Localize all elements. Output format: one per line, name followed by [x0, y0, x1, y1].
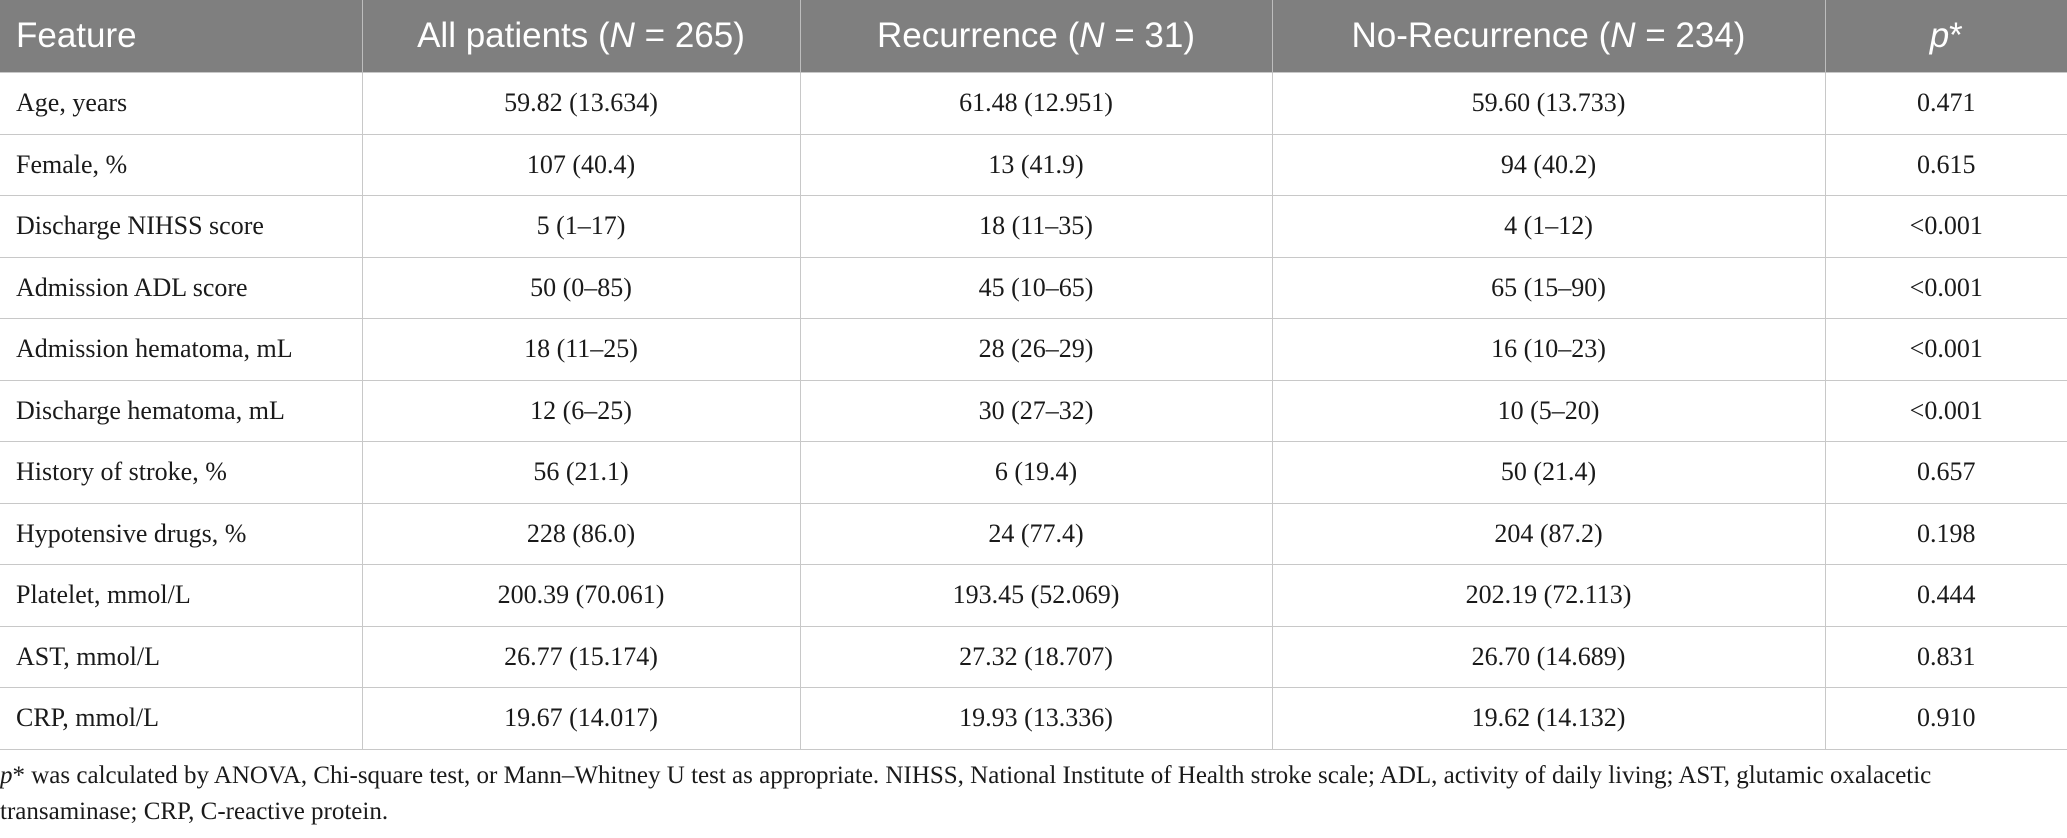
table-body: Age, years 59.82 (13.634) 61.48 (12.951) 59… — [0, 72, 2067, 750]
cell-no-recurrence: 59.60 (13.733) — [1271, 72, 1826, 135]
cell-feature: Female, % — [0, 133, 363, 196]
cell-no-recurrence: 94 (40.2) — [1271, 133, 1826, 196]
cell-all-patients: 5 (1–17) — [361, 195, 801, 258]
cell-all-patients: 107 (40.4) — [361, 133, 801, 196]
cell-recurrence: 61.48 (12.951) — [799, 72, 1273, 135]
cell-feature: Platelet, mmol/L — [0, 564, 363, 627]
cell-p-value: 0.471 — [1824, 72, 2067, 135]
cell-recurrence: 13 (41.9) — [799, 133, 1273, 196]
table-row: History of stroke, % 56 (21.1) 6 (19.4) 50 … — [0, 441, 2067, 504]
cell-all-patients: 18 (11–25) — [361, 318, 801, 381]
header-feature: Feature — [0, 0, 363, 73]
header-rec-suffix: = 31) — [1104, 16, 1196, 55]
header-norec-prefix: No-Recurrence ( — [1351, 16, 1611, 55]
cell-recurrence: 24 (77.4) — [799, 502, 1273, 565]
data-table: Feature All patients (N = 265) Recurrenc… — [0, 0, 2067, 750]
cell-p-value: 0.831 — [1824, 625, 2067, 688]
cell-feature: Hypotensive drugs, % — [0, 502, 363, 565]
table-row: Female, % 107 (40.4) 13 (41.9) 94 (40.2) 0.6… — [0, 133, 2067, 196]
cell-feature: History of stroke, % — [0, 441, 363, 504]
cell-all-patients: 56 (21.1) — [361, 441, 801, 504]
cell-all-patients: 59.82 (13.634) — [361, 72, 801, 135]
cell-recurrence: 19.93 (13.336) — [799, 687, 1273, 750]
cell-no-recurrence: 50 (21.4) — [1271, 441, 1826, 504]
cell-no-recurrence: 26.70 (14.689) — [1271, 625, 1826, 688]
cell-recurrence: 27.32 (18.707) — [799, 625, 1273, 688]
cell-p-value: 0.198 — [1824, 502, 2067, 565]
cell-feature: Admission ADL score — [0, 256, 363, 319]
cell-recurrence: 6 (19.4) — [799, 441, 1273, 504]
footnote-p-letter: p — [0, 761, 13, 789]
table-row: CRP, mmol/L 19.67 (14.017) 19.93 (13.336) 1… — [0, 687, 2067, 750]
header-all-prefix: All patients ( — [417, 16, 610, 55]
header-norec-n: N — [1610, 16, 1636, 55]
cell-p-value: 0.657 — [1824, 441, 2067, 504]
cell-recurrence: 30 (27–32) — [799, 379, 1273, 442]
cell-recurrence: 18 (11–35) — [799, 195, 1273, 258]
cell-p-value: <0.001 — [1824, 379, 2067, 442]
cell-all-patients: 228 (86.0) — [361, 502, 801, 565]
cell-no-recurrence: 4 (1–12) — [1271, 195, 1826, 258]
header-row: Feature All patients (N = 265) Recurrenc… — [0, 0, 2067, 73]
header-p-value: p* — [1824, 0, 2067, 73]
cell-all-patients: 12 (6–25) — [361, 379, 801, 442]
table-row: Admission hematoma, mL 18 (11–25) 28 (26–2… — [0, 318, 2067, 381]
header-p-letter: p — [1929, 16, 1950, 55]
header-rec-prefix: Recurrence ( — [876, 16, 1080, 55]
cell-feature: AST, mmol/L — [0, 625, 363, 688]
header-all-patients: All patients (N = 265) — [361, 0, 801, 73]
cell-all-patients: 200.39 (70.061) — [361, 564, 801, 627]
cell-p-value: <0.001 — [1824, 318, 2067, 381]
cell-feature: Admission hematoma, mL — [0, 318, 363, 381]
table-row: AST, mmol/L 26.77 (15.174) 27.32 (18.707) 2… — [0, 625, 2067, 688]
cell-no-recurrence: 10 (5–20) — [1271, 379, 1826, 442]
footnote-text: * was calculated by ANOVA, Chi-square te… — [0, 761, 1932, 825]
header-norec-suffix: = 234) — [1635, 16, 1746, 55]
table-row: Admission ADL score 50 (0–85) 45 (10–65) 65… — [0, 256, 2067, 319]
cell-p-value: 0.910 — [1824, 687, 2067, 750]
cell-all-patients: 50 (0–85) — [361, 256, 801, 319]
cell-all-patients: 19.67 (14.017) — [361, 687, 801, 750]
cell-recurrence: 45 (10–65) — [799, 256, 1273, 319]
cell-all-patients: 26.77 (15.174) — [361, 625, 801, 688]
cell-recurrence: 28 (26–29) — [799, 318, 1273, 381]
cell-feature: Age, years — [0, 72, 363, 135]
table-header: Feature All patients (N = 265) Recurrenc… — [0, 0, 2067, 73]
cell-p-value: <0.001 — [1824, 195, 2067, 258]
header-recurrence: Recurrence (N = 31) — [799, 0, 1273, 73]
cell-no-recurrence: 16 (10–23) — [1271, 318, 1826, 381]
table-row: Platelet, mmol/L 200.39 (70.061) 193.45 (5… — [0, 564, 2067, 627]
cell-no-recurrence: 65 (15–90) — [1271, 256, 1826, 319]
cell-p-value: 0.615 — [1824, 133, 2067, 196]
table-row: Discharge NIHSS score 5 (1–17) 18 (11–35) 4… — [0, 195, 2067, 258]
table-footnote: p* was calculated by ANOVA, Chi-square t… — [0, 750, 2067, 830]
header-all-suffix: = 265) — [634, 16, 745, 55]
header-all-n: N — [609, 16, 635, 55]
cell-feature: Discharge hematoma, mL — [0, 379, 363, 442]
cell-feature: CRP, mmol/L — [0, 687, 363, 750]
header-rec-n: N — [1079, 16, 1105, 55]
cell-p-value: 0.444 — [1824, 564, 2067, 627]
table-row: Hypotensive drugs, % 228 (86.0) 24 (77.4) 2… — [0, 502, 2067, 565]
cell-feature: Discharge NIHSS score — [0, 195, 363, 258]
cell-no-recurrence: 202.19 (72.113) — [1271, 564, 1826, 627]
cell-p-value: <0.001 — [1824, 256, 2067, 319]
header-no-recurrence: No-Recurrence (N = 234) — [1271, 0, 1826, 73]
table-row: Age, years 59.82 (13.634) 61.48 (12.951) 59… — [0, 72, 2067, 135]
cell-no-recurrence: 204 (87.2) — [1271, 502, 1826, 565]
cell-no-recurrence: 19.62 (14.132) — [1271, 687, 1826, 750]
header-p-star: * — [1949, 16, 1963, 55]
table-row: Discharge hematoma, mL 12 (6–25) 30 (27–32… — [0, 379, 2067, 442]
cell-recurrence: 193.45 (52.069) — [799, 564, 1273, 627]
